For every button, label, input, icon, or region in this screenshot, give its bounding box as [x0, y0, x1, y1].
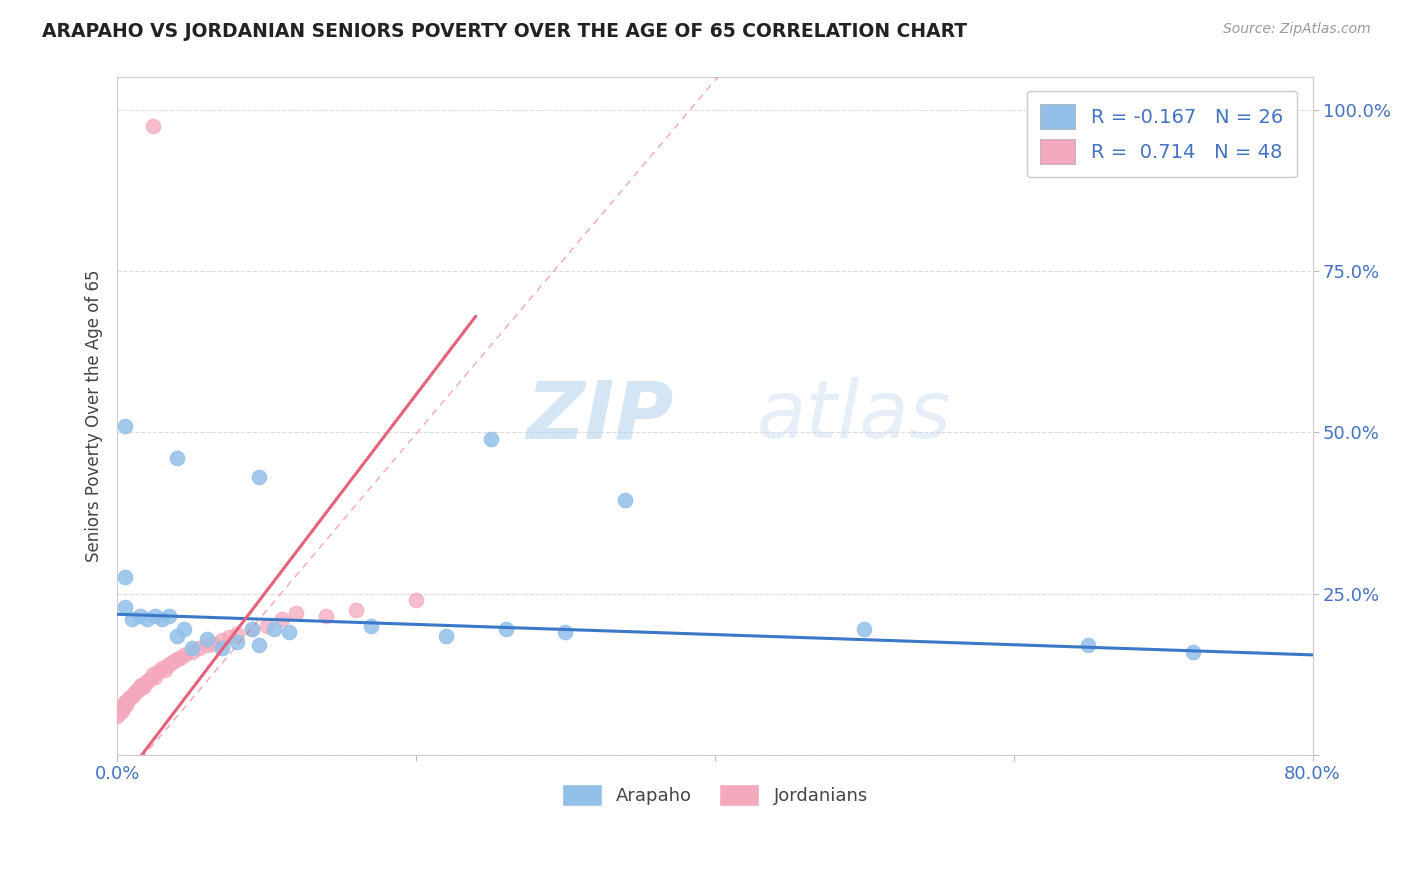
Point: [1077, 638, 1099, 652]
Text: atlas: atlas: [756, 377, 952, 455]
Point: [159, 609, 181, 624]
Point: [405, 593, 427, 607]
Point: [118, 691, 141, 706]
Point: [495, 622, 517, 636]
Text: ZIP: ZIP: [526, 377, 673, 455]
Point: [247, 638, 270, 652]
Point: [479, 432, 502, 446]
Point: [121, 612, 143, 626]
Point: [131, 680, 153, 694]
Point: [163, 654, 186, 668]
Point: [247, 470, 270, 484]
Point: [211, 641, 233, 656]
Point: [173, 648, 195, 662]
Point: [156, 657, 179, 672]
Point: [285, 606, 308, 620]
Point: [188, 641, 211, 656]
Point: [128, 680, 150, 694]
Point: [853, 622, 876, 636]
Point: [142, 667, 165, 681]
Point: [360, 619, 382, 633]
Point: [122, 687, 145, 701]
Point: [114, 418, 136, 433]
Point: [169, 651, 191, 665]
Point: [114, 570, 136, 584]
Point: [166, 628, 188, 642]
Point: [111, 704, 134, 718]
Point: [270, 612, 292, 626]
Point: [180, 641, 202, 656]
Point: [153, 663, 176, 677]
Point: [143, 609, 166, 624]
Point: [143, 671, 166, 685]
Point: [344, 603, 367, 617]
Point: [127, 683, 149, 698]
Point: [120, 690, 142, 704]
Text: Source: ZipAtlas.com: Source: ZipAtlas.com: [1223, 22, 1371, 37]
Point: [614, 493, 637, 508]
Point: [129, 678, 152, 692]
Y-axis label: Seniors Poverty Over the Age of 65: Seniors Poverty Over the Age of 65: [86, 270, 103, 563]
Point: [434, 628, 457, 642]
Point: [278, 625, 301, 640]
Point: [173, 622, 195, 636]
Point: [195, 632, 218, 646]
Point: [263, 622, 285, 636]
Point: [115, 698, 138, 712]
Point: [180, 645, 202, 659]
Point: [166, 451, 188, 466]
Point: [225, 626, 247, 640]
Point: [1182, 645, 1205, 659]
Point: [150, 612, 173, 626]
Legend: Arapaho, Jordanians: Arapaho, Jordanians: [555, 777, 875, 814]
Point: [160, 657, 183, 671]
Point: [218, 631, 240, 645]
Point: [136, 673, 159, 688]
Text: ARAPAHO VS JORDANIAN SENIORS POVERTY OVER THE AGE OF 65 CORRELATION CHART: ARAPAHO VS JORDANIAN SENIORS POVERTY OVE…: [42, 22, 967, 41]
Point: [125, 683, 148, 698]
Point: [121, 689, 143, 703]
Point: [142, 119, 165, 133]
Point: [240, 622, 263, 636]
Point: [315, 609, 337, 624]
Point: [114, 599, 136, 614]
Point: [114, 696, 136, 710]
Point: [108, 703, 131, 717]
Point: [150, 661, 173, 675]
Point: [136, 612, 159, 626]
Point: [211, 633, 233, 648]
Point: [107, 706, 129, 720]
Point: [124, 684, 146, 698]
Point: [114, 695, 136, 709]
Point: [112, 699, 135, 714]
Point: [195, 638, 218, 652]
Point: [105, 709, 128, 723]
Point: [128, 609, 150, 624]
Point: [166, 652, 188, 666]
Point: [148, 664, 170, 678]
Point: [135, 675, 157, 690]
Point: [240, 622, 263, 636]
Point: [202, 637, 225, 651]
Point: [139, 672, 162, 686]
Point: [117, 693, 139, 707]
Point: [256, 619, 278, 633]
Point: [132, 677, 155, 691]
Point: [225, 635, 247, 649]
Point: [554, 625, 576, 640]
